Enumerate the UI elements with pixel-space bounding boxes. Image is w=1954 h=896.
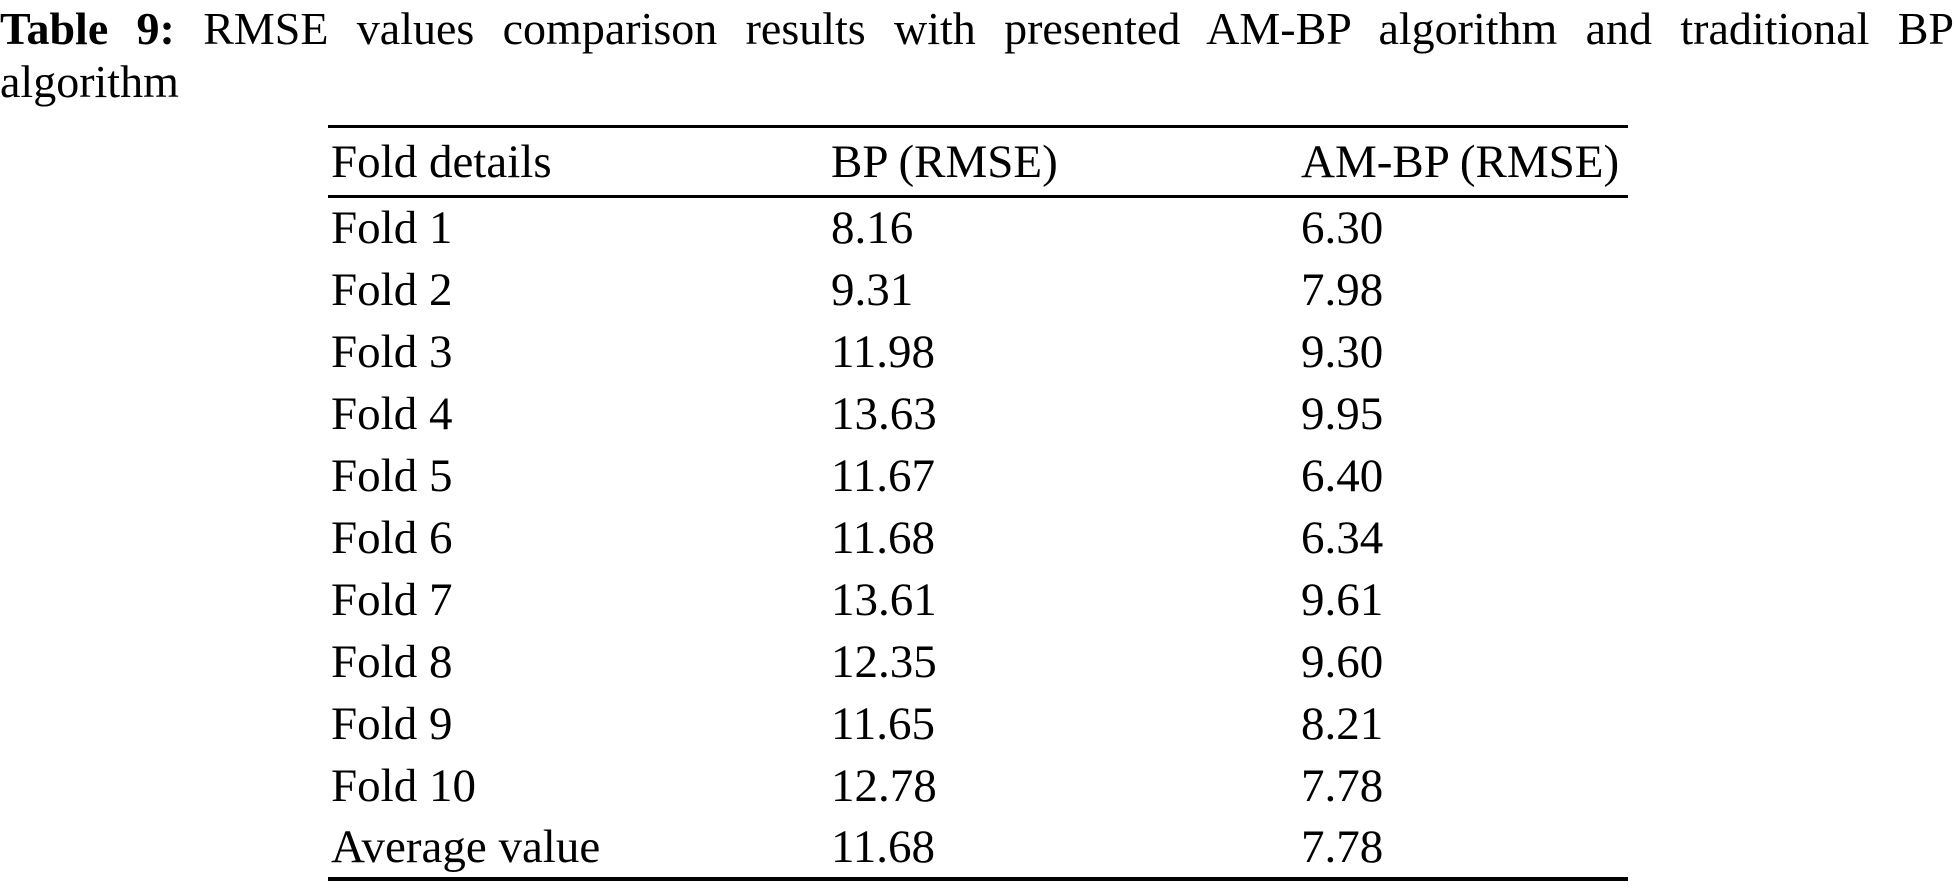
column-header-am-bp-rmse: AM-BP (RMSE) (1301, 135, 1620, 188)
cell-fold-label: Fold 6 (331, 511, 453, 564)
cell-ambp-value: 7.78 (1301, 759, 1384, 812)
table-row-average: Average value 11.68 7.78 (328, 817, 1628, 879)
cell-ambp-value: 8.21 (1301, 697, 1384, 750)
cell-ambp-value: 9.95 (1301, 387, 1384, 440)
cell-fold-label: Fold 9 (331, 697, 453, 750)
table-row-fold-3: Fold 3 11.98 9.30 (328, 321, 1628, 383)
column-header-fold-details: Fold details (331, 135, 552, 188)
table-row-fold-7: Fold 7 13.61 9.61 (328, 569, 1628, 631)
cell-bp-value: 11.98 (831, 325, 936, 378)
cell-ambp-value: 9.61 (1301, 573, 1384, 626)
rmse-comparison-table: Fold details BP (RMSE) AM-BP (RMSE) Fold… (328, 125, 1628, 881)
cell-ambp-value: 9.60 (1301, 635, 1384, 688)
cell-fold-label: Fold 7 (331, 573, 453, 626)
table-row-fold-8: Fold 8 12.35 9.60 (328, 631, 1628, 693)
cell-fold-label: Fold 3 (331, 325, 453, 378)
table-caption: Table 9: RMSE values comparison results … (0, 2, 1954, 108)
cell-bp-value: 9.31 (831, 263, 914, 316)
table-row-fold-1: Fold 1 8.16 6.30 (328, 197, 1628, 259)
cell-ambp-value: 6.30 (1301, 202, 1384, 255)
cell-ambp-value: 7.78 (1301, 820, 1384, 873)
cell-bp-value: 13.63 (831, 387, 937, 440)
cell-ambp-value: 6.40 (1301, 449, 1384, 502)
cell-bp-value: 12.35 (831, 635, 937, 688)
cell-bp-value: 11.65 (831, 697, 936, 750)
table-row-fold-4: Fold 4 13.63 9.95 (328, 383, 1628, 445)
column-header-bp-rmse: BP (RMSE) (831, 135, 1058, 188)
table-row-fold-5: Fold 5 11.67 6.40 (328, 445, 1628, 507)
cell-bp-value: 13.61 (831, 573, 937, 626)
cell-ambp-value: 9.30 (1301, 325, 1384, 378)
cell-bp-value: 11.68 (831, 820, 936, 873)
cell-fold-label: Fold 8 (331, 635, 453, 688)
cell-fold-label: Fold 10 (331, 759, 476, 812)
table-row-fold-9: Fold 9 11.65 8.21 (328, 693, 1628, 755)
cell-bp-value: 8.16 (831, 202, 914, 255)
table-row-fold-2: Fold 2 9.31 7.98 (328, 259, 1628, 321)
table-row-fold-6: Fold 6 11.68 6.34 (328, 507, 1628, 569)
table-row-fold-10: Fold 10 12.78 7.78 (328, 755, 1628, 817)
cell-fold-label: Fold 5 (331, 449, 453, 502)
table-caption-line2: algorithm (0, 56, 179, 107)
cell-bp-value: 11.67 (831, 449, 936, 502)
cell-fold-label: Fold 4 (331, 387, 453, 440)
cell-fold-label: Fold 1 (331, 202, 453, 255)
table-header-row: Fold details BP (RMSE) AM-BP (RMSE) (328, 126, 1628, 197)
table-caption-label: Table 9: (0, 3, 175, 54)
cell-ambp-value: 6.34 (1301, 511, 1384, 564)
cell-bp-value: 11.68 (831, 511, 936, 564)
cell-fold-label: Average value (331, 820, 601, 873)
table-caption-line1: Table 9: RMSE values comparison results … (0, 2, 1954, 55)
cell-ambp-value: 7.98 (1301, 263, 1384, 316)
cell-fold-label: Fold 2 (331, 263, 453, 316)
table-caption-text: RMSE values comparison results with pres… (203, 3, 1954, 54)
cell-bp-value: 12.78 (831, 759, 937, 812)
